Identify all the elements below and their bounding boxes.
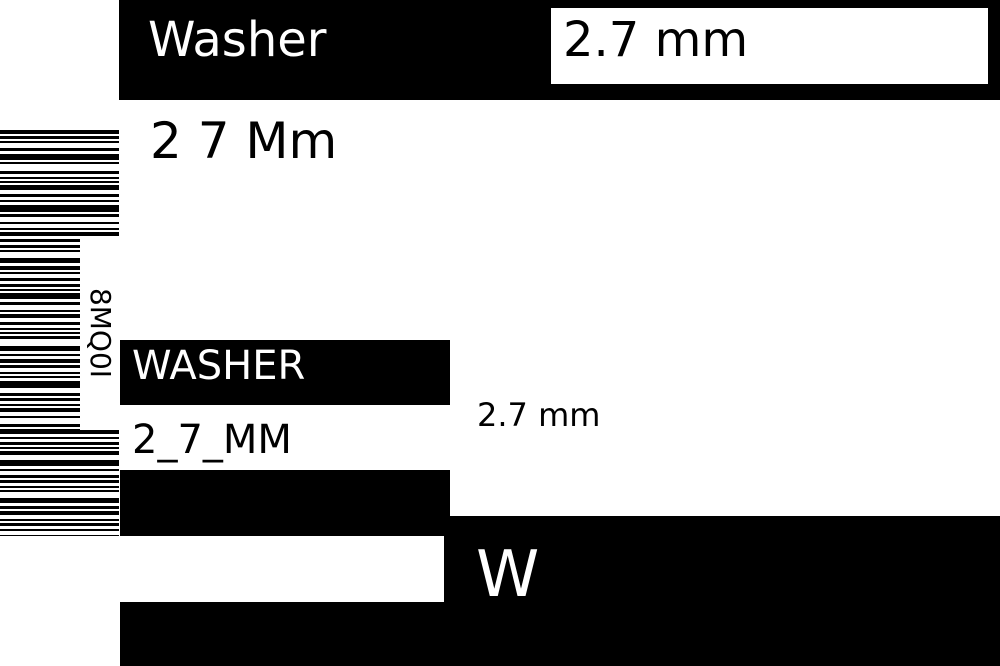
barcode-stripe bbox=[0, 346, 119, 351]
barcode bbox=[0, 130, 119, 536]
barcode-stripe bbox=[0, 437, 119, 439]
barcode-stripe bbox=[0, 404, 119, 406]
barcode-stripe bbox=[0, 451, 119, 455]
barcode-stripe bbox=[0, 322, 119, 325]
barcode-stripe bbox=[0, 148, 119, 151]
barcode-stripe bbox=[0, 359, 119, 363]
barcode-stripe bbox=[0, 529, 119, 531]
barcode-stripe bbox=[0, 506, 119, 509]
barcode-stripe bbox=[0, 314, 119, 318]
barcode-stripe bbox=[0, 284, 119, 287]
barcode-stripe bbox=[0, 130, 119, 134]
barcode-stripe bbox=[0, 185, 119, 190]
barcode-stripe bbox=[0, 498, 119, 503]
barcode-stripe bbox=[0, 519, 119, 521]
barcode-stripe bbox=[0, 376, 119, 378]
barcode-stripe bbox=[0, 511, 119, 515]
barcode-stripe bbox=[0, 416, 119, 418]
barcode-stripe bbox=[0, 332, 119, 334]
barcode-stripe bbox=[0, 523, 119, 526]
barcode-stripe bbox=[0, 398, 119, 401]
barcode-stripe bbox=[0, 365, 119, 368]
barcode-stripe bbox=[0, 222, 119, 224]
barcode-stripe bbox=[0, 381, 119, 388]
barcode-stripe bbox=[0, 424, 119, 427]
header-title: Washer bbox=[148, 12, 327, 68]
barcode-stripe bbox=[0, 258, 119, 263]
barcode-stripe bbox=[0, 393, 119, 396]
subtitle: 2 7 Mm bbox=[150, 112, 338, 170]
barcode-stripe bbox=[0, 245, 119, 248]
barcode-stripe bbox=[0, 266, 119, 270]
barcode-stripe bbox=[0, 250, 119, 252]
barcode-stripe bbox=[0, 293, 119, 299]
block-bar-large bbox=[444, 516, 1000, 666]
barcode-stripe bbox=[0, 200, 119, 202]
barcode-stripe bbox=[0, 141, 119, 143]
barcode-stripe bbox=[0, 162, 119, 164]
header-value: 2.7 mm bbox=[563, 12, 749, 68]
barcode-stripe bbox=[0, 194, 119, 197]
initial-letter: W bbox=[476, 538, 540, 612]
barcode-stripe bbox=[0, 469, 119, 471]
barcode-stripe bbox=[0, 181, 119, 183]
barcode-stripe bbox=[0, 408, 119, 412]
barcode-stripe bbox=[0, 171, 119, 174]
name-uppercase: WASHER bbox=[132, 343, 306, 389]
barcode-stripe bbox=[0, 486, 119, 488]
barcode-stripe bbox=[0, 354, 119, 356]
barcode-stripe bbox=[0, 460, 119, 466]
barcode-stripe bbox=[0, 447, 119, 449]
barcode-stripe bbox=[0, 535, 119, 536]
barcode-label: 8MQ0I bbox=[84, 287, 117, 379]
barcode-stripe bbox=[0, 205, 119, 212]
barcode-stripe bbox=[0, 429, 119, 434]
block-bar-lower bbox=[120, 602, 450, 666]
item-code: 2_7_MM bbox=[132, 417, 292, 463]
barcode-stripe bbox=[0, 336, 119, 339]
barcode-stripe bbox=[0, 475, 119, 478]
barcode-stripe bbox=[0, 278, 119, 281]
size-text: 2.7 mm bbox=[477, 396, 601, 434]
barcode-stripe bbox=[0, 310, 119, 312]
barcode-stripe bbox=[0, 136, 119, 139]
barcode-stripe bbox=[0, 214, 119, 217]
barcode-stripe bbox=[0, 177, 119, 179]
barcode-stripe bbox=[0, 480, 119, 483]
barcode-stripe bbox=[0, 328, 119, 330]
barcode-stripe bbox=[0, 272, 119, 274]
block-bar-upper bbox=[120, 470, 450, 536]
barcode-label-background bbox=[80, 236, 120, 430]
barcode-stripe bbox=[0, 302, 119, 305]
name-bar bbox=[120, 340, 450, 405]
barcode-stripe bbox=[0, 154, 119, 160]
barcode-stripe bbox=[0, 232, 119, 236]
barcode-stripe bbox=[0, 239, 119, 242]
barcode-stripe bbox=[0, 372, 119, 374]
barcode-stripe bbox=[0, 289, 119, 291]
header-value-box bbox=[551, 8, 988, 84]
barcode-stripe bbox=[0, 442, 119, 445]
barcode-stripe bbox=[0, 228, 119, 230]
barcode-stripe bbox=[0, 490, 119, 492]
